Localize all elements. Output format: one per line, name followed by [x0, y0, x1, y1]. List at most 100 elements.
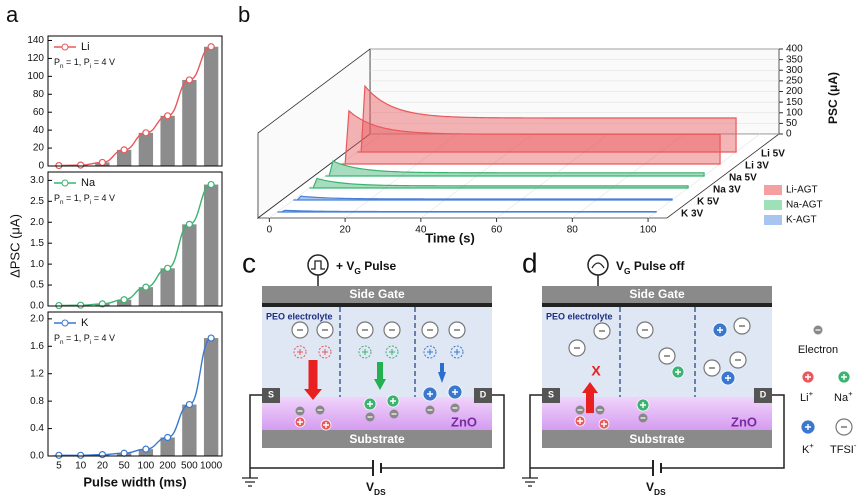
gate — [542, 286, 772, 303]
row-label: K 3V — [681, 209, 704, 220]
y-tick-label: 2.0 — [30, 217, 44, 228]
text-run: + V — [336, 259, 354, 273]
text-run: + — [848, 389, 853, 398]
ion-site — [385, 345, 399, 359]
gate-contact — [262, 303, 492, 307]
text-run: DS — [374, 487, 386, 497]
row-label: Na 5V — [729, 173, 757, 184]
bar — [116, 149, 132, 166]
x-tick-label: 100 — [640, 225, 657, 236]
source-wave — [591, 262, 605, 269]
channel-label: ZnO — [731, 414, 757, 429]
ion-site — [423, 345, 437, 359]
x-tick-label: 500 — [181, 461, 198, 472]
x-tick-label: 10 — [75, 461, 87, 472]
text-run: DS — [654, 487, 666, 497]
ion-sign — [297, 349, 303, 355]
substrate — [542, 430, 772, 448]
ion-sign — [805, 374, 811, 380]
z-tick-label: 300 — [786, 65, 803, 76]
source-electrode — [542, 388, 560, 403]
annotation: Pn = 1, Pi = 4 V — [54, 57, 115, 70]
point — [77, 301, 85, 309]
ion-sign — [640, 402, 646, 408]
legend-swatch — [764, 200, 782, 210]
plot-frame — [47, 171, 223, 307]
text-run: V — [366, 480, 374, 494]
y-tick-label: 1.0 — [30, 259, 44, 270]
z-tick-label: 250 — [786, 76, 803, 87]
text-run: n — [60, 199, 64, 206]
y-tick-label: 0.8 — [30, 396, 44, 407]
text-run: + — [809, 389, 814, 398]
x-tick-label: 20 — [97, 461, 109, 472]
z-axis-label: PSC (μA) — [826, 72, 840, 124]
point — [77, 451, 85, 459]
z-tick-label: 150 — [786, 97, 803, 108]
gate-label: Side Gate — [629, 287, 685, 301]
x-tick-label: 1000 — [200, 461, 223, 472]
y-tick-label: 2.5 — [30, 196, 44, 207]
bar — [160, 437, 175, 456]
text-run: Na — [834, 392, 849, 404]
ion-sign — [427, 391, 433, 397]
source-label: S — [548, 389, 554, 399]
bar — [182, 404, 197, 456]
x-tick-label: 5 — [56, 461, 62, 472]
battery — [372, 460, 382, 476]
ground — [522, 477, 538, 487]
arrow-shaft — [440, 363, 444, 373]
response-area — [341, 109, 721, 165]
legend-label: K — [81, 317, 89, 329]
row-label: Li 5V — [761, 149, 785, 160]
point — [55, 451, 63, 459]
x-axis-label: Time (s) — [425, 230, 475, 245]
legend-label: Na+ — [834, 389, 853, 404]
legend-marker — [61, 319, 69, 327]
legend-label: Electron — [798, 344, 838, 356]
legend-label: Na-AGT — [786, 200, 823, 211]
ion-sign — [717, 327, 723, 333]
legend-swatch — [764, 215, 782, 225]
pulse-label: + VG Pulse — [336, 259, 397, 276]
y-tick-label: 0.4 — [30, 423, 44, 434]
text-run: G — [354, 266, 361, 276]
electrolyte-label: PEO electrolyte — [546, 311, 613, 321]
plot-frame — [47, 35, 223, 167]
ion-sign — [389, 349, 395, 355]
substrate — [262, 430, 492, 448]
response-area — [293, 195, 673, 201]
source-symbol — [307, 254, 329, 276]
ion-sign — [577, 418, 583, 424]
ion-sign — [367, 401, 373, 407]
ion-sign — [452, 389, 458, 395]
ion-sign — [427, 349, 433, 355]
text-run: i — [90, 63, 91, 70]
point — [98, 158, 106, 167]
y-tick-label: 0.0 — [30, 301, 44, 312]
y-tick-label: 80 — [33, 89, 45, 100]
z-tick-label: 100 — [786, 107, 803, 118]
y-tick-label: 0.5 — [30, 280, 44, 291]
z-tick-label: 0 — [786, 129, 792, 140]
blocked-mark: X — [591, 363, 601, 379]
ion-sign — [362, 349, 368, 355]
arrow-head — [374, 379, 386, 390]
substrate-label: Substrate — [349, 432, 405, 446]
point — [164, 264, 172, 272]
legend-label: Li — [81, 41, 90, 53]
response-area — [277, 209, 657, 213]
text-run: Pulse — [361, 259, 397, 273]
drain-electrode — [474, 388, 492, 403]
point — [142, 445, 150, 453]
text-run: n — [60, 339, 64, 346]
text-run: = 1, P — [64, 333, 90, 343]
text-run: Pulse off — [631, 259, 686, 273]
y-tick-label: 1.2 — [30, 368, 44, 379]
ion-sign — [454, 349, 460, 355]
z-tick-label: 400 — [786, 44, 803, 55]
channel-label: ZnO — [451, 414, 477, 429]
bar — [160, 268, 175, 306]
vds-label: VDS — [646, 480, 666, 497]
substrate-label: Substrate — [629, 432, 685, 446]
